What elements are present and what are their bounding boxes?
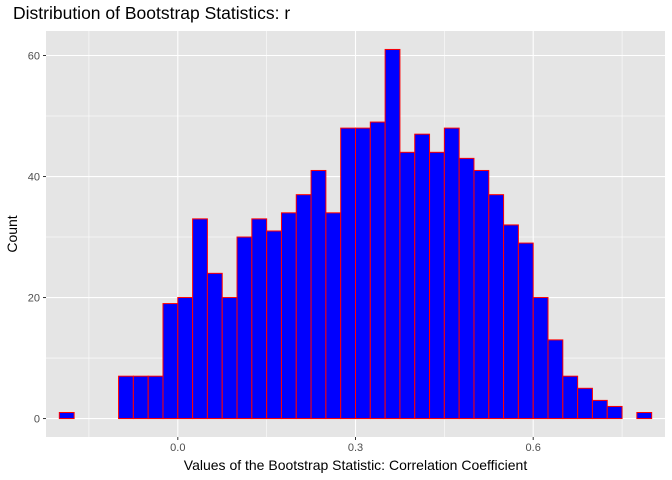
histogram-bar — [58, 411, 75, 420]
histogram-bar — [562, 375, 579, 420]
histogram-bar — [547, 339, 564, 420]
histogram-bar — [266, 230, 282, 420]
histogram-bar — [532, 297, 549, 420]
histogram-bar — [251, 218, 268, 420]
x-tick-label: 0.6 — [526, 442, 541, 454]
histogram-bar — [147, 375, 164, 420]
histogram-bar — [443, 127, 460, 420]
histogram-bar — [473, 169, 490, 420]
y-tick-label: 20 — [28, 293, 40, 305]
histogram-bar — [577, 387, 593, 420]
histogram-bar — [636, 411, 653, 420]
histogram-bar — [384, 48, 401, 420]
histogram-bar — [310, 169, 327, 420]
histogram-bar — [414, 133, 431, 420]
histogram-bars — [58, 48, 653, 420]
histogram-bar — [458, 157, 475, 420]
histogram-bar — [429, 151, 445, 420]
x-axis: 0.0 0.3 0.6 — [170, 437, 541, 454]
x-axis-title: Values of the Bootstrap Statistic: Corre… — [184, 457, 528, 473]
histogram-bar — [221, 297, 238, 420]
histogram-bar — [399, 151, 416, 420]
histogram-bar — [280, 212, 297, 420]
histogram-bar — [162, 303, 179, 420]
histogram-bar — [192, 218, 208, 420]
histogram-bar — [340, 127, 356, 420]
histogram-bar — [606, 405, 623, 420]
histogram-bar — [325, 212, 342, 420]
histogram-bar — [591, 399, 608, 420]
y-tick-label: 0 — [34, 414, 40, 426]
x-tick-label: 0.3 — [348, 442, 363, 454]
histogram-bar — [206, 272, 223, 420]
y-axis: 0 20 40 60 — [28, 51, 46, 426]
histogram-bar — [488, 194, 505, 420]
y-tick-label: 60 — [28, 51, 40, 63]
chart-title: Distribution of Bootstrap Statistics: r — [13, 3, 290, 23]
y-axis-title: Count — [4, 215, 20, 252]
x-tick-label: 0.0 — [170, 442, 185, 454]
histogram-bar — [503, 224, 519, 420]
y-tick-label: 40 — [28, 172, 40, 184]
histogram-bar — [236, 236, 253, 420]
histogram-bar — [132, 375, 149, 420]
histogram-bar — [369, 121, 386, 420]
histogram-bar — [118, 375, 134, 420]
histogram-bar — [517, 242, 534, 420]
histogram-bar — [177, 297, 194, 420]
histogram-bar — [295, 194, 312, 420]
histogram-bar — [355, 127, 371, 420]
